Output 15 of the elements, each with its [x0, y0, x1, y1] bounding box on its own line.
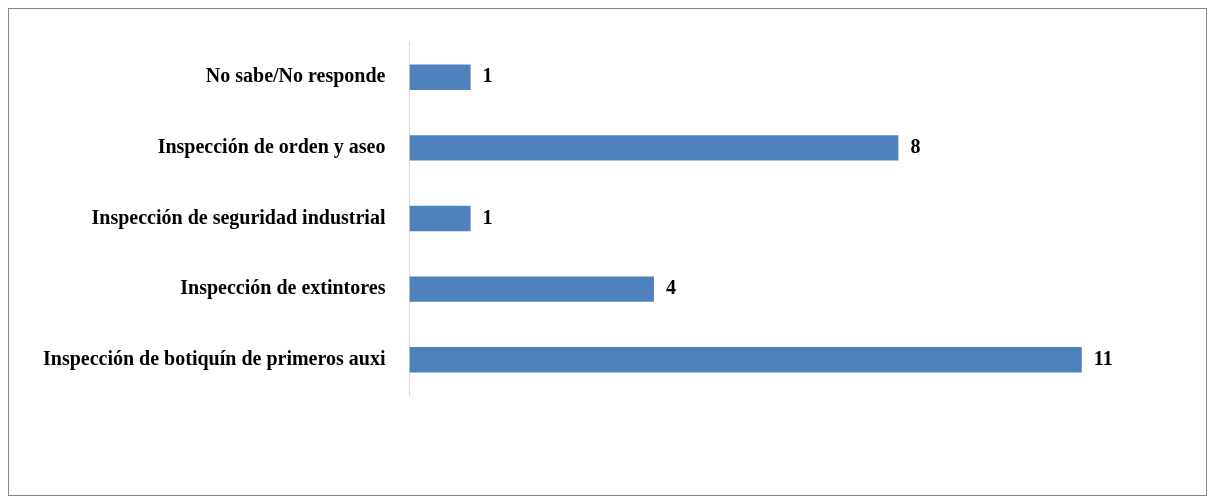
bar [409, 64, 471, 91]
data-label: 1 [482, 205, 493, 228]
bar [409, 276, 654, 302]
bar [409, 135, 899, 161]
y-tick-label: Inspección de botiquín de primeros auxi [42, 346, 386, 370]
y-tick-label: No sabe/No responde [205, 64, 386, 88]
y-tick-label: Inspección de seguridad industrial [91, 205, 386, 229]
data-label: 8 [910, 135, 921, 158]
data-label: 11 [1093, 346, 1113, 369]
y-tick-label: Inspección de orden y aseo [157, 135, 386, 159]
data-label: 4 [665, 276, 676, 299]
bar [409, 346, 1082, 373]
bar [409, 205, 471, 232]
data-label: 1 [482, 64, 493, 87]
y-tick-label: Inspección de extintores [180, 276, 386, 300]
